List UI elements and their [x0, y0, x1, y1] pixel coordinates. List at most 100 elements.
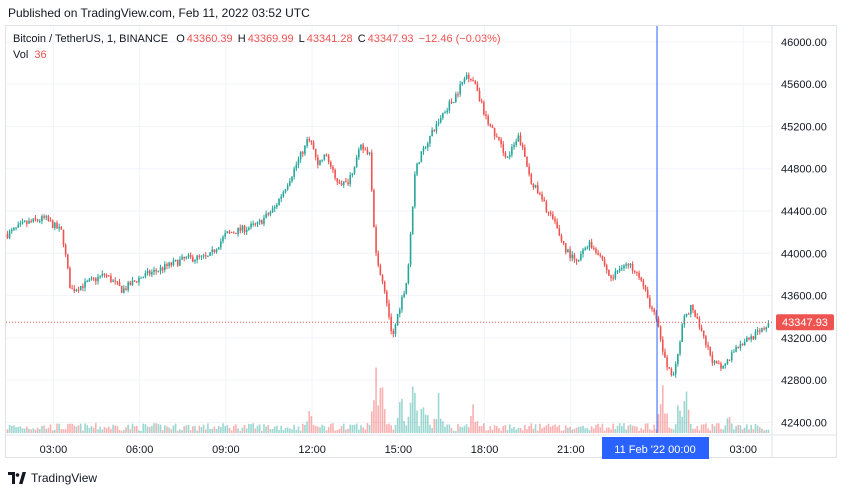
- volume-bar: [198, 425, 201, 433]
- candle-body: [56, 222, 58, 229]
- volume-bar: [457, 423, 459, 433]
- candle-body: [748, 337, 750, 340]
- volume-bar: [347, 428, 349, 433]
- volume-bar: [592, 428, 595, 433]
- volume-bar: [681, 416, 683, 433]
- candle-body: [580, 254, 582, 260]
- volume-bar: [181, 430, 183, 433]
- volume-bar: [239, 430, 242, 433]
- tradingview-logo-icon[interactable]: [8, 472, 26, 484]
- candle-body: [321, 159, 323, 161]
- candle-body: [483, 102, 485, 115]
- candle-body: [362, 144, 364, 150]
- candle-body: [530, 174, 533, 185]
- volume-bar: [179, 429, 181, 433]
- candle-body: [526, 156, 528, 167]
- volume-bar: [668, 427, 671, 433]
- volume-bar: [616, 425, 619, 433]
- candle-body: [226, 231, 229, 234]
- volume-bar: [743, 427, 746, 433]
- volume-bar: [349, 424, 351, 433]
- volume-bar: [222, 423, 224, 433]
- volume-bar: [280, 425, 283, 433]
- candle-body: [653, 309, 655, 313]
- volume-bar: [524, 425, 526, 433]
- candle-body: [409, 233, 412, 265]
- candle-body: [418, 162, 420, 164]
- candle-body: [401, 296, 403, 310]
- footer-brand[interactable]: TradingView: [31, 471, 98, 485]
- ohlc-legend: Bitcoin / TetherUS, 1, BINANCE O 43360.39…: [13, 33, 503, 45]
- volume-bar: [209, 428, 211, 433]
- chart-frame[interactable]: [5, 25, 837, 458]
- candle-body: [168, 262, 170, 267]
- candle-body: [711, 355, 714, 363]
- candle-body: [455, 94, 457, 103]
- candle-body: [504, 152, 507, 158]
- candle-body: [435, 123, 438, 131]
- candle-body: [379, 265, 382, 276]
- candle-body: [211, 249, 214, 253]
- candle-body: [728, 359, 731, 361]
- candle-body: [95, 278, 97, 282]
- volume-bar: [79, 423, 82, 433]
- candle-body: [101, 273, 104, 276]
- volume-bar: [358, 429, 360, 433]
- volume-bar: [213, 426, 216, 433]
- candle-body: [726, 359, 729, 365]
- candle-body: [120, 285, 123, 293]
- candle-body: [144, 273, 147, 277]
- candle-body: [69, 268, 71, 289]
- candle-body: [478, 90, 481, 101]
- candle-body: [45, 216, 48, 218]
- volume-bar: [394, 425, 397, 433]
- candle-body: [77, 289, 80, 291]
- candle-body: [51, 220, 54, 228]
- symbol-label[interactable]: Bitcoin / TetherUS, 1, BINANCE: [13, 33, 169, 45]
- candle-body: [112, 280, 114, 282]
- candle-body: [192, 256, 194, 262]
- volume-bar: [461, 427, 464, 433]
- candle-body: [715, 361, 718, 364]
- candle-body: [254, 223, 257, 225]
- candle-body: [571, 254, 574, 259]
- candle-body: [420, 151, 423, 163]
- volume-bar: [442, 421, 444, 433]
- volume-bar: [560, 430, 563, 433]
- volume-bar: [437, 393, 440, 433]
- volume-bar: [521, 430, 524, 433]
- volume-bar: [276, 425, 278, 433]
- candle-body: [151, 272, 153, 275]
- volume-bar: [556, 426, 558, 433]
- candle-body: [278, 198, 280, 205]
- candle-body: [470, 78, 472, 81]
- candle-body: [625, 264, 627, 266]
- candle-body: [532, 184, 535, 188]
- volume-bar: [539, 423, 541, 433]
- published-caption: Published on TradingView.com, Feb 11, 20…: [8, 6, 310, 20]
- volume-bar: [621, 426, 623, 433]
- candle-body: [621, 268, 623, 270]
- volume-bar: [56, 423, 58, 433]
- volume-bar: [355, 423, 358, 433]
- volume-bar: [338, 428, 341, 433]
- candle-body: [422, 148, 425, 152]
- candle-body: [429, 136, 431, 144]
- volume-bar: [547, 423, 550, 433]
- volume-bar: [332, 423, 334, 433]
- candle-body: [599, 254, 602, 256]
- candle-body: [174, 259, 177, 261]
- candle-body: [642, 280, 645, 287]
- last-price-badge: [776, 314, 834, 331]
- candle-body: [495, 136, 498, 138]
- volume-bar: [586, 427, 589, 433]
- candle-body: [325, 154, 328, 156]
- y-tick-label: 42400.00: [781, 417, 827, 429]
- y-tick-label: 44000.00: [781, 248, 827, 260]
- volume-bar: [176, 430, 179, 433]
- volume-bar: [51, 430, 54, 433]
- candle-body: [554, 218, 556, 222]
- candle-body: [513, 144, 515, 148]
- candle-body: [198, 255, 201, 257]
